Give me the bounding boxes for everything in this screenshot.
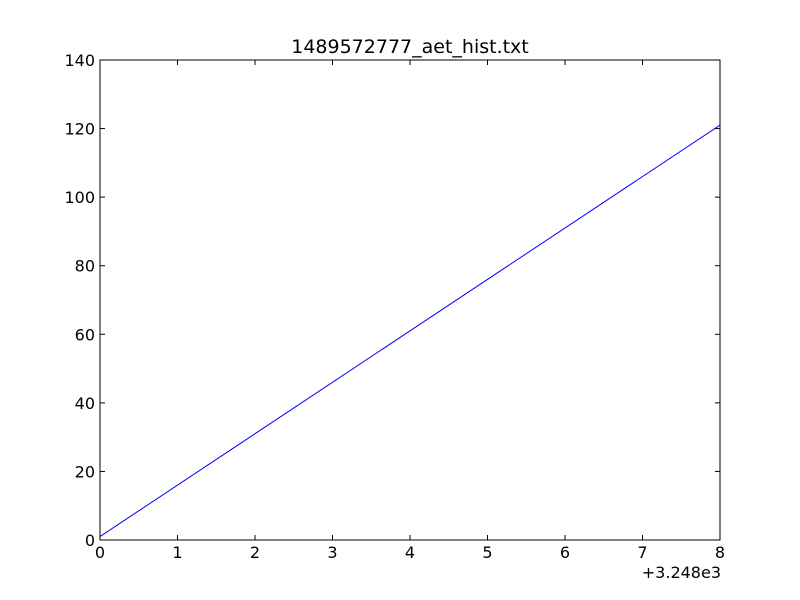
x-tick-label: 7 (637, 543, 647, 562)
y-tick-label: 40 (75, 394, 95, 413)
y-tick-label: 80 (75, 257, 95, 276)
x-axis: 0 1 2 3 4 5 6 7 8 (95, 60, 725, 562)
x-tick-label: 6 (560, 543, 570, 562)
x-tick-label: 1 (172, 543, 182, 562)
y-tick-label: 0 (85, 531, 95, 550)
plot-area (99, 124, 721, 537)
y-tick-label: 20 (75, 462, 95, 481)
x-tick-label: 0 (95, 543, 105, 562)
x-tick-label: 8 (715, 543, 725, 562)
x-tick-label: 5 (482, 543, 492, 562)
chart-title: 1489572777_aet_hist.txt (291, 36, 529, 58)
y-tick-label: 100 (64, 188, 95, 207)
y-tick-label: 140 (64, 51, 95, 70)
y-tick-label: 60 (75, 325, 95, 344)
y-axis: 0 20 40 60 80 100 120 140 (64, 51, 720, 550)
x-axis-offset-label: +3.248e3 (642, 563, 721, 582)
x-tick-label: 3 (327, 543, 337, 562)
x-tick-label: 4 (405, 543, 415, 562)
y-tick-label: 120 (64, 120, 95, 139)
x-tick-label: 2 (250, 543, 260, 562)
series-line-0 (99, 124, 721, 537)
